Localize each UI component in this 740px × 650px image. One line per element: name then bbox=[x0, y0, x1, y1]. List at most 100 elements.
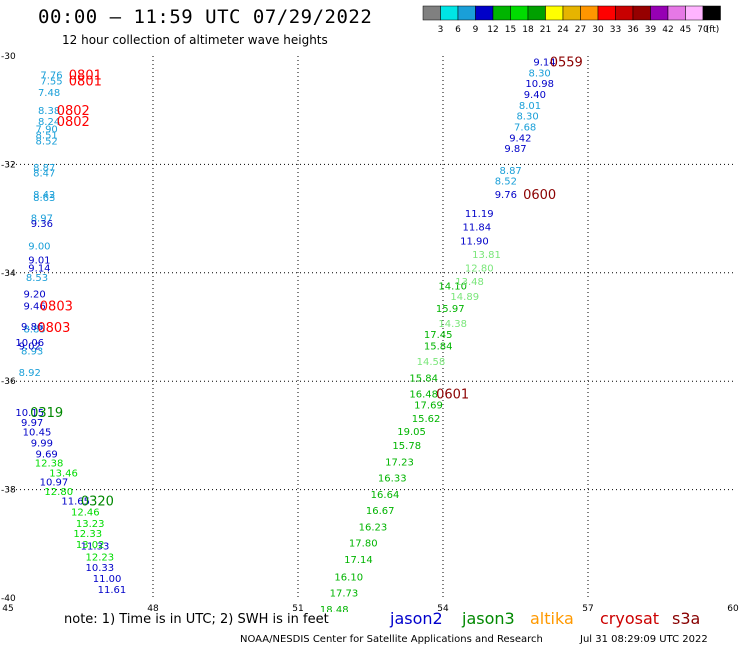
wave-height-label: 17.80 bbox=[349, 539, 378, 550]
wave-height-label: 8.51 bbox=[36, 131, 58, 142]
color-scale-tick-label: 24 bbox=[557, 25, 569, 35]
wave-height-label: 16.23 bbox=[359, 522, 388, 533]
satellite-label-altika: altika bbox=[530, 609, 574, 628]
color-scale-tick-label: (ft) bbox=[706, 25, 720, 35]
wave-height-label: 16.33 bbox=[378, 474, 407, 485]
color-scale-tick-label: 70 bbox=[697, 25, 709, 35]
wave-height-label: 10.45 bbox=[23, 428, 52, 439]
wave-height-label: 11.19 bbox=[465, 209, 494, 220]
wave-height-label: 8.47 bbox=[33, 169, 55, 180]
wave-height-label: 7.48 bbox=[38, 88, 60, 99]
wave-height-label: 8.01 bbox=[519, 101, 541, 112]
x-tick-label: 60 bbox=[727, 604, 739, 612]
wave-height-label: 8.87 bbox=[33, 163, 55, 174]
color-scale-tick-label: 3 bbox=[438, 25, 444, 35]
wave-height-label: 15.62 bbox=[412, 414, 441, 425]
wave-height-label: 11.90 bbox=[460, 236, 489, 247]
satellite-label-s3a: s3a bbox=[672, 609, 701, 628]
x-tick-label: 48 bbox=[147, 604, 159, 612]
wave-height-label: 17.23 bbox=[385, 457, 414, 468]
wave-height-label: 8.24 bbox=[38, 117, 60, 128]
wave-height-label: 17.45 bbox=[424, 330, 453, 341]
y-tick-label: -40 bbox=[1, 594, 16, 604]
color-swatch bbox=[702, 5, 721, 21]
wave-height-label: 15.78 bbox=[392, 441, 421, 452]
wave-height-label: 12.46 bbox=[71, 507, 100, 518]
wave-height-label: 13.02 bbox=[76, 540, 105, 551]
color-scale-tick-label: 42 bbox=[662, 25, 673, 35]
pass-time-label: 0801 bbox=[69, 68, 102, 83]
color-scale-tick-label: 21 bbox=[540, 25, 551, 35]
pass-time-label: 0559 bbox=[550, 55, 583, 70]
wave-height-label: 18.48 bbox=[320, 605, 349, 612]
color-scale-legend: 3 6 9 12 15 18 21 24 27 30 33 36 39 42 45 70(ft) bbox=[422, 5, 721, 35]
plot-area: 45 48 51 54 57 60-30-32-34-36-38-407.767.557.… bbox=[1, 52, 739, 612]
wave-height-label: 11.33 bbox=[81, 541, 110, 552]
wave-height-label: 10.33 bbox=[86, 563, 115, 574]
pass-time-label: 0802 bbox=[57, 115, 90, 130]
y-tick-label: -30 bbox=[1, 52, 16, 62]
satellite-label-jason3: jason3 bbox=[462, 609, 515, 628]
x-tick-label: 54 bbox=[437, 604, 449, 612]
wave-height-label: 7.76 bbox=[40, 70, 62, 81]
wave-height-label: 12.80 bbox=[465, 263, 494, 274]
wave-height-label: 9.46 bbox=[23, 301, 45, 312]
wave-height-label: 9.86 bbox=[21, 322, 43, 333]
footer-timestamp: Jul 31 08:29:09 UTC 2022 bbox=[580, 634, 708, 645]
wave-height-label: 14.10 bbox=[438, 281, 467, 292]
satellite-label-cryosat: cryosat bbox=[600, 609, 660, 628]
wave-height-label: 8.87 bbox=[500, 166, 522, 177]
pass-time-label: 0600 bbox=[523, 188, 556, 203]
wave-height-label: 9.99 bbox=[31, 438, 53, 449]
wave-height-label: 9.01 bbox=[28, 255, 50, 266]
wave-height-label: 10.98 bbox=[525, 79, 554, 90]
wave-height-label: 12.38 bbox=[35, 459, 64, 470]
wave-height-label: 8.93 bbox=[21, 346, 43, 357]
wave-height-label: 9.02 bbox=[19, 341, 41, 352]
wave-height-label: 7.68 bbox=[514, 122, 536, 133]
wave-height-label: 9.14 bbox=[28, 263, 50, 274]
satellite-label-jason2: jason2 bbox=[390, 609, 443, 628]
wave-height-label: 14.89 bbox=[450, 292, 479, 303]
wave-height-label: 17.14 bbox=[344, 555, 373, 566]
wave-height-label: 9.87 bbox=[504, 144, 526, 155]
wave-height-label: 14.58 bbox=[417, 357, 446, 368]
wave-height-label: 8.30 bbox=[516, 112, 538, 123]
wave-height-label: 13.23 bbox=[76, 519, 105, 530]
wave-height-label: 10.06 bbox=[15, 338, 44, 349]
color-scale-tick-label: 33 bbox=[610, 25, 621, 35]
wave-height-label: 8.30 bbox=[529, 68, 551, 79]
wave-height-label: 8.38 bbox=[38, 106, 60, 117]
wave-height-label: 15.84 bbox=[409, 373, 438, 384]
wave-height-label: 11.65 bbox=[61, 496, 90, 507]
color-scale-tick-label: 45 bbox=[680, 25, 691, 35]
color-scale-tick-label: 6 bbox=[455, 25, 461, 35]
wave-height-label: 11.84 bbox=[463, 223, 492, 234]
wave-height-label: 16.64 bbox=[371, 490, 400, 501]
x-tick-label: 51 bbox=[292, 604, 303, 612]
wave-height-label: 14.38 bbox=[438, 319, 467, 330]
color-scale-tick-label: 39 bbox=[645, 25, 657, 35]
wave-height-label: 8.97 bbox=[31, 214, 53, 225]
wave-height-label: 8.53 bbox=[26, 273, 48, 284]
wave-height-label: 16.48 bbox=[409, 390, 438, 401]
y-tick-label: -32 bbox=[1, 160, 16, 170]
wave-height-label: 11.61 bbox=[98, 585, 127, 596]
wave-height-label: 9.97 bbox=[21, 418, 43, 429]
color-scale-tick-label: 12 bbox=[487, 25, 498, 35]
wave-height-label: 9.42 bbox=[509, 133, 531, 144]
wave-height-label: 8.92 bbox=[19, 368, 41, 379]
color-scale-tick-label: 15 bbox=[505, 25, 516, 35]
wave-height-label: 7.55 bbox=[40, 76, 62, 87]
color-scale-tick-label: 18 bbox=[522, 25, 534, 35]
wave-height-label: 8.63 bbox=[33, 193, 55, 204]
color-scale-tick-label: 27 bbox=[575, 25, 586, 35]
wave-height-label: 17.69 bbox=[414, 401, 443, 412]
wave-height-label: 8.85 bbox=[23, 325, 45, 336]
y-tick-label: -36 bbox=[1, 377, 16, 387]
wave-height-label: 13.46 bbox=[49, 468, 78, 479]
wave-height-label: 8.52 bbox=[36, 137, 58, 148]
color-scale-tick-label: 9 bbox=[473, 25, 479, 35]
pass-time-label: 0801 bbox=[69, 74, 102, 89]
wave-height-label: 12.23 bbox=[86, 552, 115, 563]
